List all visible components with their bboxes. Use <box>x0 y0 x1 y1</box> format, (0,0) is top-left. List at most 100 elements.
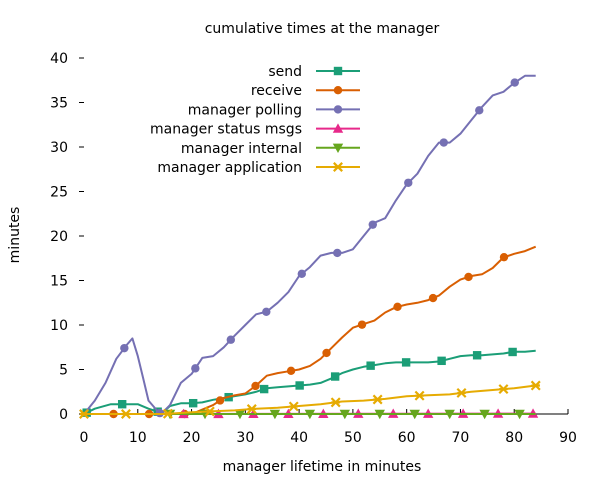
data-point <box>246 404 257 414</box>
y-tick-label: 15 <box>50 274 68 290</box>
data-point <box>333 248 342 258</box>
legend-marker <box>333 105 343 114</box>
data-point <box>295 381 304 390</box>
data-point <box>508 347 517 357</box>
axes: 0 10 20 30 40 50 60 70 80 90 0 5 10 15 20 25 30 35 40 <box>50 51 577 446</box>
data-point <box>479 409 490 420</box>
x-tick-label: 90 <box>559 430 577 446</box>
y-tick-label: 20 <box>50 229 68 245</box>
y-tick-label: 10 <box>50 318 68 334</box>
data-point <box>120 343 129 353</box>
legend-item: manager polling <box>188 102 360 118</box>
legend-label: receive <box>251 83 302 99</box>
data-point <box>215 396 225 405</box>
data-point <box>444 409 455 420</box>
x-tick-label: 0 <box>80 430 89 446</box>
chart-title: cumulative times at the manager <box>205 21 440 37</box>
y-tick-label: 40 <box>50 51 68 67</box>
data-point <box>330 397 341 408</box>
data-point <box>297 269 306 279</box>
data-point <box>339 409 351 420</box>
series-send <box>82 347 536 417</box>
legend-label: manager polling <box>188 102 302 118</box>
data-point <box>188 398 198 408</box>
x-tick-label: 50 <box>344 430 362 446</box>
series-receive <box>84 245 537 419</box>
data-point <box>498 384 509 395</box>
y-tick-label: 0 <box>59 407 68 423</box>
data-point <box>366 361 375 370</box>
data-point <box>234 409 246 420</box>
data-point <box>514 409 525 420</box>
data-point <box>393 302 402 311</box>
plot-area <box>79 74 541 420</box>
data-point <box>372 394 383 405</box>
data-point <box>286 366 296 376</box>
data-point <box>259 384 269 394</box>
legend-item: manager status msgs <box>150 122 360 138</box>
data-point <box>357 320 367 329</box>
data-point <box>401 358 411 367</box>
x-tick-label: 20 <box>183 430 201 446</box>
legend-item: receive <box>251 83 360 99</box>
legend: send receive manager polling manager status… <box>150 64 360 176</box>
data-point <box>374 409 385 420</box>
series-line <box>84 384 536 415</box>
legend-marker <box>332 123 344 133</box>
data-point <box>322 348 331 358</box>
data-point <box>439 138 448 147</box>
data-point <box>304 409 316 420</box>
data-point <box>475 106 484 115</box>
legend-marker <box>333 162 343 172</box>
data-point <box>437 356 446 366</box>
data-point <box>368 220 377 229</box>
data-point <box>330 372 340 381</box>
legend-marker <box>333 66 343 76</box>
series-line <box>83 74 536 415</box>
legend-label: send <box>268 64 302 80</box>
data-point <box>464 272 473 282</box>
y-tick-label: 35 <box>50 96 68 112</box>
legend-label: manager status msgs <box>150 122 302 138</box>
series-manager-application <box>79 380 541 419</box>
data-point <box>510 78 519 87</box>
data-point <box>191 364 200 373</box>
data-point <box>269 409 281 420</box>
data-point <box>409 409 420 420</box>
legend-label: manager application <box>157 160 302 176</box>
data-point <box>414 390 425 401</box>
x-axis-label: manager lifetime in minutes <box>223 459 422 475</box>
x-tick-label: 60 <box>398 430 416 446</box>
data-point <box>117 400 127 409</box>
data-point <box>530 380 541 391</box>
data-point <box>428 293 438 303</box>
data-point <box>120 409 131 419</box>
data-point <box>251 381 260 391</box>
legend-item: manager internal <box>181 141 360 157</box>
series-line <box>84 245 537 415</box>
y-axis-label: minutes <box>7 207 23 264</box>
data-point <box>79 409 89 419</box>
data-point <box>226 335 236 344</box>
data-point <box>162 408 173 419</box>
data-point <box>262 307 271 316</box>
x-tick-label: 30 <box>236 430 254 446</box>
data-point <box>288 401 299 412</box>
y-tick-label: 30 <box>50 140 68 156</box>
x-tick-label: 10 <box>129 430 147 446</box>
data-point <box>456 387 467 398</box>
x-tick-label: 40 <box>290 430 308 446</box>
legend-item: manager application <box>157 160 360 176</box>
x-tick-label: 80 <box>505 430 523 446</box>
data-point <box>499 252 509 262</box>
y-tick-label: 25 <box>50 185 68 201</box>
y-tick-label: 5 <box>59 363 68 379</box>
data-point <box>472 351 482 360</box>
x-tick-label: 70 <box>452 430 470 446</box>
series-manager-polling <box>83 74 536 418</box>
legend-marker <box>332 143 344 153</box>
data-point <box>404 178 413 187</box>
legend-label: manager internal <box>181 141 302 157</box>
legend-item: send <box>268 64 360 80</box>
